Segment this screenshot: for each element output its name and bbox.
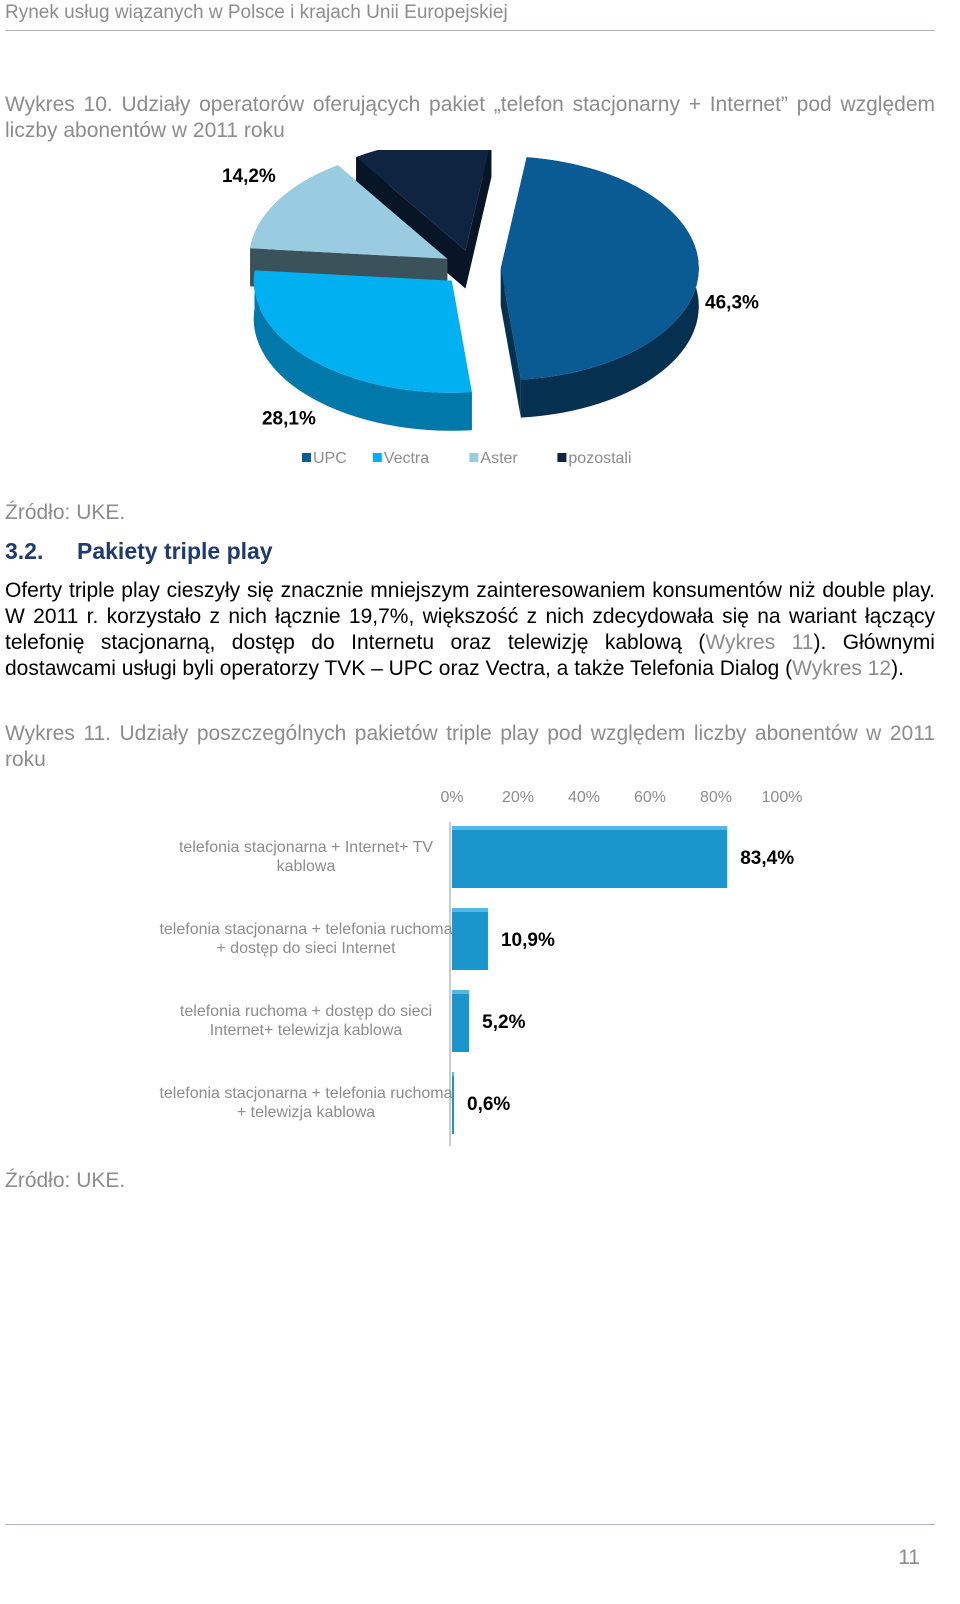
figure-10-caption: Wykres 10. Udziały operatorów oferującyc… xyxy=(5,93,935,142)
page-header: Rynek usług wiązanych w Polsce i krajach… xyxy=(5,0,935,31)
bar-value-label: 10,9% xyxy=(501,930,555,951)
x-tick-label: 0% xyxy=(440,789,463,806)
body-paragraph: Oferty triple play cieszyły się znacznie… xyxy=(5,578,935,682)
pie-value-label: 28,1% xyxy=(262,409,316,430)
x-tick-label: 80% xyxy=(700,789,732,806)
legend-label-aster: Aster xyxy=(480,450,518,467)
figure-11-caption: Wykres 11. Udziały poszczególnych pakiet… xyxy=(5,722,935,771)
category-label: Internet+ telewizja kablowa xyxy=(210,1022,403,1039)
figure-11-source: Źródło: UKE. xyxy=(5,1169,126,1192)
category-label: telefonia stacjonarna + Internet+ TV xyxy=(179,839,433,856)
bar-value-label: 83,4% xyxy=(740,848,794,869)
bar-3 xyxy=(452,1072,454,1134)
bar-highlight xyxy=(452,1072,454,1076)
bar-value-label: 5,2% xyxy=(482,1012,525,1033)
x-tick-label: 40% xyxy=(568,789,600,806)
bar-value-label: 0,6% xyxy=(467,1094,510,1115)
x-tick-label: 20% xyxy=(502,789,534,806)
paragraph-text-1: Oferty triple play cieszyły się znacznie… xyxy=(5,579,935,654)
legend-label-upc: UPC xyxy=(313,450,347,467)
page-number: 11 xyxy=(898,1546,920,1569)
section-heading: 3.2. Pakiety triple play xyxy=(5,538,273,565)
category-label: telefonia stacjonarna + telefonia ruchom… xyxy=(159,1085,452,1102)
legend-swatch-aster xyxy=(469,453,479,462)
category-label: kablowa xyxy=(277,858,336,875)
header-title: Rynek usług wiązanych w Polsce i krajach… xyxy=(5,2,508,23)
legend-label-pozostali: pozostali xyxy=(568,450,631,467)
figure-10-source: Źródło: UKE. xyxy=(5,501,126,524)
pie-slice-vectra xyxy=(253,270,472,431)
pie-slice-upc xyxy=(500,157,699,418)
category-label: + telewizja kablowa xyxy=(237,1104,375,1121)
legend-swatch-upc xyxy=(302,453,311,462)
section-title: Pakiety triple play xyxy=(77,538,273,564)
figure-12-reference-link[interactable]: Wykres 12 xyxy=(792,657,892,680)
pie-chart: 46,3%28,1%14,2%11,4%UPCVectraAsterpozost… xyxy=(222,150,759,467)
figure-11-reference-link[interactable]: Wykres 11 xyxy=(705,631,814,654)
category-label: telefonia stacjonarna + telefonia ruchom… xyxy=(159,921,452,938)
pie-value-label: 46,3% xyxy=(705,292,759,313)
footer-rule xyxy=(5,1524,935,1525)
bar-highlight xyxy=(452,908,488,912)
bar-0 xyxy=(452,826,728,888)
legend-swatch-pozostali xyxy=(557,453,567,462)
bar-2 xyxy=(452,990,470,1052)
paragraph-text-3: ). xyxy=(891,657,904,680)
bar-1 xyxy=(452,908,488,970)
bar-highlight xyxy=(452,990,470,994)
legend-label-vectra: Vectra xyxy=(384,450,429,467)
paragraph-text-2: ). Głównymi dostawcami usługi byli opera… xyxy=(5,631,935,680)
bar-highlight xyxy=(452,826,728,830)
category-label: telefonia ruchoma + dostęp do sieci xyxy=(180,1003,432,1020)
section-number: 3.2. xyxy=(5,538,44,564)
category-label: + dostęp do sieci Internet xyxy=(216,940,396,957)
x-tick-label: 60% xyxy=(634,789,666,806)
bar-chart: 0% 20% 40% 60% 80% 100% 83,4% telefonia stacjon… xyxy=(159,789,803,1146)
x-tick-label: 100% xyxy=(762,789,803,806)
pie-value-label: 14,2% xyxy=(222,166,276,187)
legend-swatch-vectra xyxy=(372,453,382,462)
